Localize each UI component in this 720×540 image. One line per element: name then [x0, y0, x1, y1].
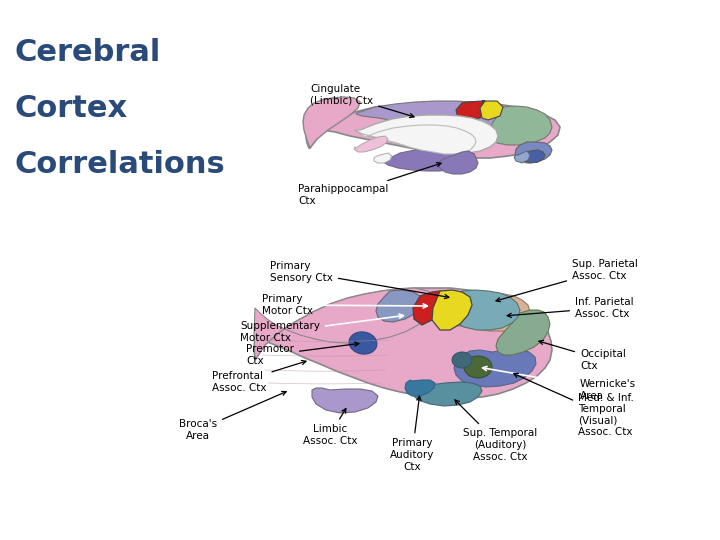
- Ellipse shape: [349, 332, 377, 354]
- Polygon shape: [382, 148, 476, 171]
- Text: Primary
Auditory
Ctx: Primary Auditory Ctx: [390, 396, 434, 471]
- Text: Med. & Inf.
Temporal
(Visual)
Assoc. Ctx: Med. & Inf. Temporal (Visual) Assoc. Ctx: [514, 374, 634, 437]
- Text: Broca's
Area: Broca's Area: [179, 392, 286, 441]
- Polygon shape: [361, 125, 476, 154]
- Polygon shape: [456, 101, 485, 120]
- Text: Inf. Parietal
Assoc. Ctx: Inf. Parietal Assoc. Ctx: [507, 297, 634, 319]
- Polygon shape: [441, 293, 530, 331]
- Polygon shape: [376, 290, 422, 322]
- Polygon shape: [356, 101, 526, 137]
- Text: Sup. Parietal
Assoc. Ctx: Sup. Parietal Assoc. Ctx: [496, 259, 638, 302]
- Text: Cingulate
(Limbic) Ctx: Cingulate (Limbic) Ctx: [310, 84, 414, 118]
- Polygon shape: [254, 288, 435, 360]
- Polygon shape: [514, 151, 530, 163]
- Polygon shape: [355, 115, 498, 153]
- Polygon shape: [303, 97, 360, 148]
- Polygon shape: [480, 101, 503, 120]
- Text: Correlations: Correlations: [14, 150, 225, 179]
- Polygon shape: [523, 150, 545, 163]
- Text: Parahippocampal
Ctx: Parahippocampal Ctx: [298, 163, 441, 206]
- Polygon shape: [454, 350, 536, 387]
- Polygon shape: [490, 106, 552, 145]
- Polygon shape: [515, 142, 552, 163]
- Text: Wernicke's
Area: Wernicke's Area: [482, 367, 636, 401]
- Polygon shape: [354, 136, 388, 152]
- Text: Primary
Sensory Ctx: Primary Sensory Ctx: [270, 261, 449, 299]
- Polygon shape: [405, 380, 435, 396]
- Ellipse shape: [452, 352, 472, 368]
- Polygon shape: [450, 290, 520, 330]
- Text: Supplementary
Motor Ctx: Supplementary Motor Ctx: [240, 314, 403, 343]
- Text: Primary
Motor Ctx: Primary Motor Ctx: [262, 294, 428, 316]
- Text: Cerebral: Cerebral: [14, 38, 161, 67]
- Polygon shape: [410, 381, 482, 406]
- Polygon shape: [432, 290, 472, 330]
- Polygon shape: [254, 288, 552, 398]
- Text: Occipital
Ctx: Occipital Ctx: [539, 340, 626, 371]
- Text: Prefrontal
Assoc. Ctx: Prefrontal Assoc. Ctx: [212, 361, 306, 393]
- Text: Limbic
Assoc. Ctx: Limbic Assoc. Ctx: [302, 409, 357, 446]
- Text: Premotor
Ctx: Premotor Ctx: [246, 342, 359, 366]
- Ellipse shape: [464, 356, 492, 378]
- Polygon shape: [496, 310, 550, 355]
- Polygon shape: [374, 153, 392, 163]
- Polygon shape: [312, 388, 378, 413]
- Polygon shape: [306, 102, 560, 158]
- Text: Cortex: Cortex: [14, 94, 127, 123]
- Text: Sup. Temporal
(Auditory)
Assoc. Ctx: Sup. Temporal (Auditory) Assoc. Ctx: [455, 400, 537, 462]
- Polygon shape: [438, 151, 478, 174]
- Polygon shape: [413, 291, 445, 325]
